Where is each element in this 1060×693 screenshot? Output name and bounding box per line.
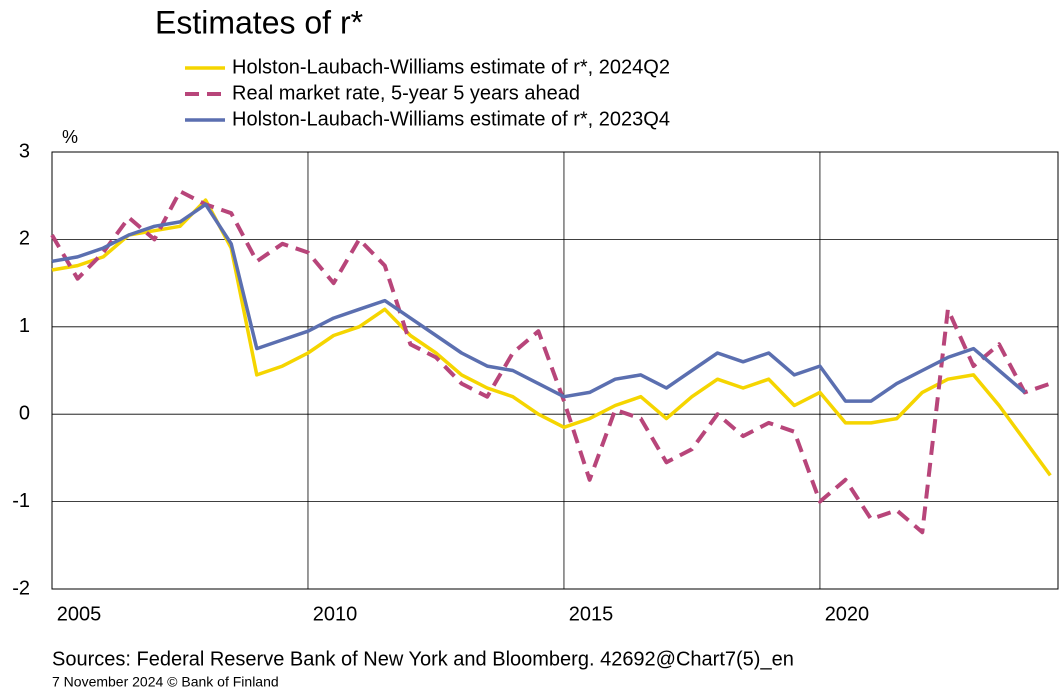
y-tick-label: 0 [19,402,30,424]
x-tick-label: 2010 [313,603,358,625]
series-line [50,189,1051,535]
legend-label: Holston-Laubach-Williams estimate of r*,… [232,56,670,78]
x-tick-label: 2005 [57,603,102,625]
legend-label: Holston-Laubach-Williams estimate of r*,… [232,108,670,130]
legend-label: Real market rate, 5-year 5 years ahead [232,82,580,104]
y-tick-label: 1 [19,315,30,337]
sources: Sources: Federal Reserve Bank of New Yor… [52,648,794,670]
y-unit: % [62,127,78,147]
y-tick-label: -2 [12,577,30,599]
chart-title: Estimates of r* [155,4,363,40]
footer: 7 November 2024 © Bank of Finland [52,674,279,690]
y-tick-label: -1 [12,490,30,512]
y-tick-label: 3 [19,140,30,162]
plot-area [51,151,1059,590]
x-tick-label: 2015 [569,603,614,625]
x-tick-label: 2020 [825,603,870,625]
y-tick-label: 2 [19,228,30,250]
series-line [51,202,1026,403]
